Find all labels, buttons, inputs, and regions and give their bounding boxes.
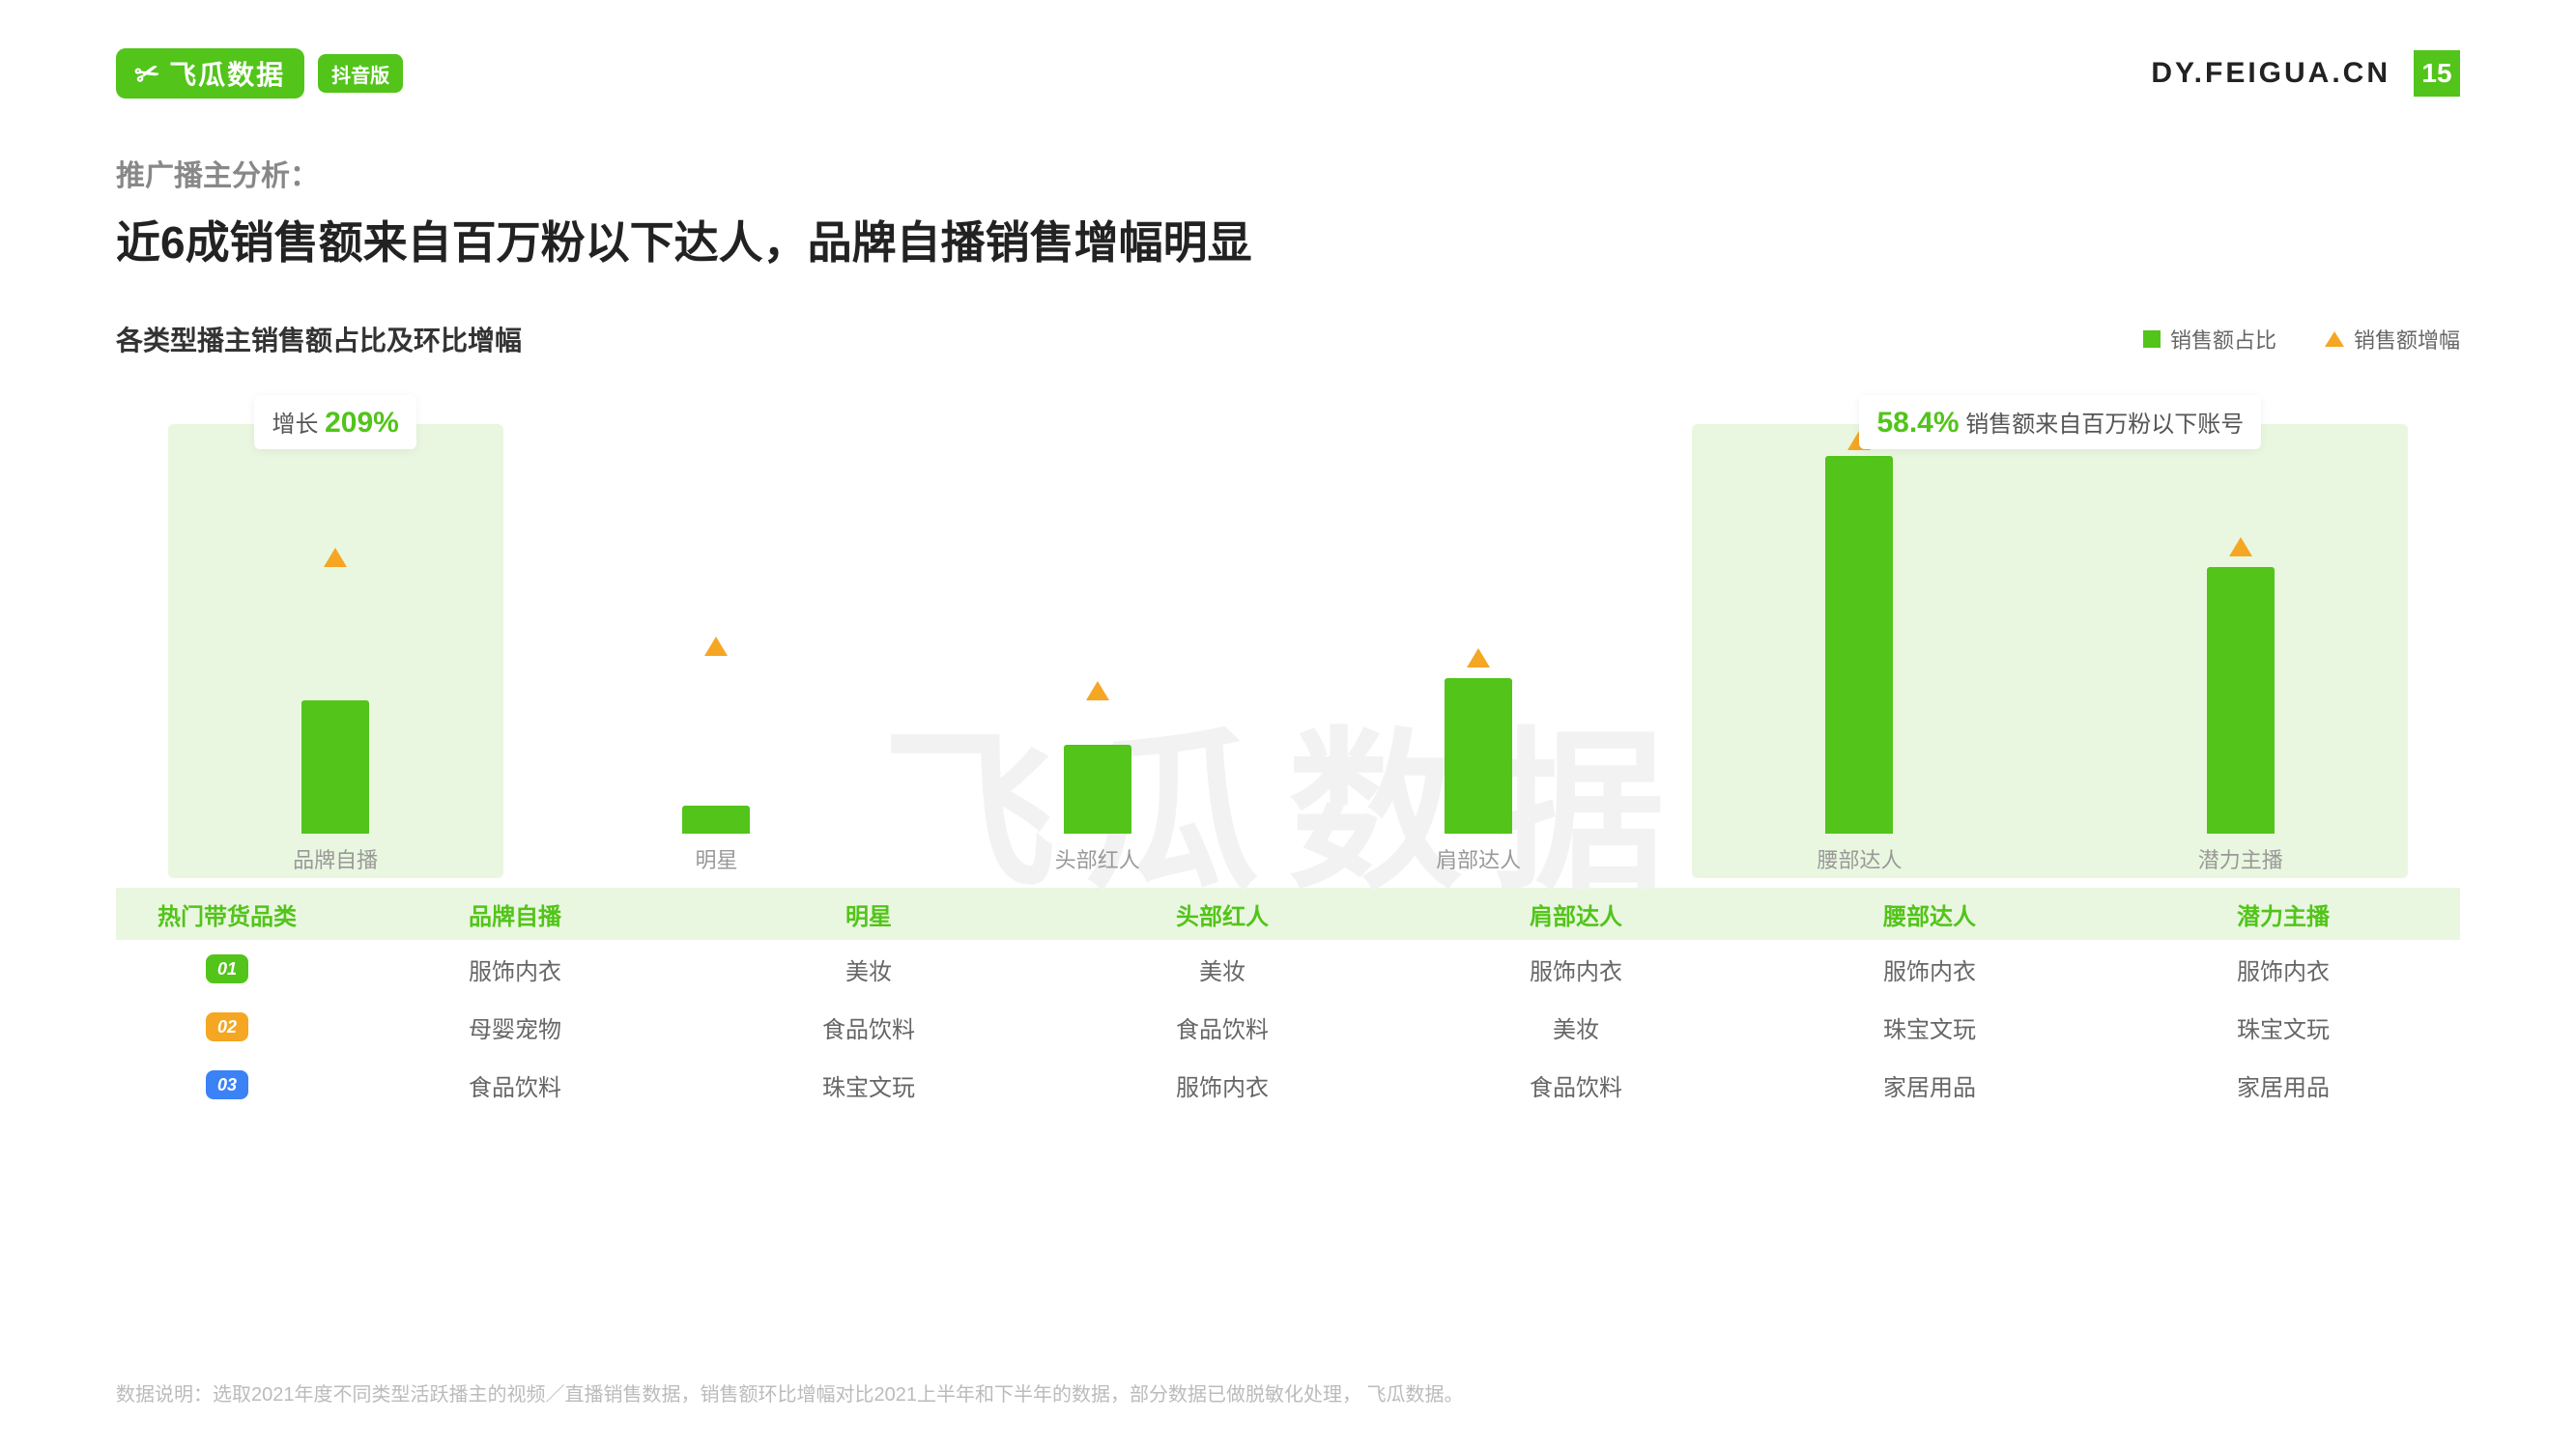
table-header-cell: 品牌自播 — [338, 897, 692, 931]
table-row: 03食品饮料珠宝文玩服饰内衣食品饮料家居用品家居用品 — [116, 1056, 2460, 1114]
table-cell: 食品饮料 — [338, 1068, 692, 1102]
table-cell: 食品饮料 — [692, 1010, 1045, 1044]
header-right: DY.FEIGUA.CN 15 — [2151, 50, 2460, 97]
callout-value: 58.4% — [1876, 407, 1959, 439]
footnote: 数据说明：选取2021年度不同类型活跃播主的视频／直播销售数据，销售额环比增幅对… — [116, 1378, 1464, 1406]
table-cell: 食品饮料 — [1399, 1068, 1753, 1102]
bar-wrap — [1825, 431, 1893, 834]
main-title: 近6成销售额来自百万粉以下达人，品牌自播销售增幅明显 — [116, 208, 2460, 271]
growth-marker-icon — [704, 637, 728, 656]
category-label: 腰部达人 — [1817, 843, 1902, 874]
category-label: 肩部达人 — [1436, 843, 1521, 874]
rank-cell: 03 — [116, 1070, 338, 1100]
table-row: 01服饰内衣美妆美妆服饰内衣服饰内衣服饰内衣 — [116, 940, 2460, 998]
growth-marker-icon — [1086, 681, 1109, 700]
table-cell: 珠宝文玩 — [1753, 1010, 2106, 1044]
legend-square-icon — [2143, 330, 2161, 348]
chart-column: 头部红人 — [907, 376, 1288, 878]
table-cell: 美妆 — [1045, 952, 1399, 986]
bar — [1064, 745, 1131, 834]
logo-sub-badge: 抖音版 — [318, 54, 403, 93]
growth-marker-icon — [2229, 537, 2252, 556]
category-label: 明星 — [695, 843, 737, 874]
legend-bar-label: 销售额占比 — [2170, 324, 2276, 355]
bar-wrap — [1445, 648, 1512, 835]
legend-bar: 销售额占比 — [2143, 324, 2276, 355]
subtitle-row: 各类型播主销售额占比及环比增幅 销售额占比 销售额增幅 — [116, 320, 2460, 358]
bar — [301, 700, 369, 834]
table-header-cell: 热门带货品类 — [116, 897, 338, 931]
growth-marker-icon — [1467, 648, 1490, 668]
bar-wrap — [682, 637, 750, 834]
bar-wrap — [1064, 681, 1131, 834]
chart-callout: 58.4% 销售额来自百万粉以下账号 — [1859, 395, 2261, 449]
page-header: ✂ 飞瓜数据 抖音版 DY.FEIGUA.CN 15 — [116, 48, 2460, 99]
table-cell: 服饰内衣 — [1045, 1068, 1399, 1102]
table-header-cell: 潜力主播 — [2106, 897, 2460, 931]
table-header-cell: 肩部达人 — [1399, 897, 1753, 931]
table-header-cell: 腰部达人 — [1753, 897, 2106, 931]
table-cell: 母婴宠物 — [338, 1010, 692, 1044]
chart-subtitle: 各类型播主销售额占比及环比增幅 — [116, 320, 522, 358]
callout-prefix: 增长 — [272, 412, 325, 438]
chart-column: 潜力主播 — [2050, 376, 2431, 878]
bar-chart: 增长 209%品牌自播明星头部红人肩部达人58.4% 销售额来自百万粉以下账号腰… — [116, 376, 2460, 878]
logo-text: 飞瓜数据 — [169, 54, 285, 93]
bar-wrap — [301, 548, 369, 834]
table-cell: 家居用品 — [1753, 1068, 2106, 1102]
rank-badge: 02 — [206, 1012, 248, 1041]
bar — [1445, 678, 1512, 834]
category-label: 潜力主播 — [2198, 843, 2283, 874]
table-cell: 服饰内衣 — [2106, 952, 2460, 986]
chart-column: 增长 209% 品牌自播 — [145, 376, 526, 878]
table-header-cell: 头部红人 — [1045, 897, 1399, 931]
table-header-row: 热门带货品类品牌自播明星头部红人肩部达人腰部达人潜力主播 — [116, 888, 2460, 940]
growth-marker-icon — [324, 548, 347, 567]
legend-tri: 销售额增幅 — [2325, 324, 2460, 355]
chart-column: 肩部达人 — [1288, 376, 1669, 878]
bar-wrap — [2207, 537, 2275, 835]
logo-group: ✂ 飞瓜数据 抖音版 — [116, 48, 403, 99]
logo-main: ✂ 飞瓜数据 — [116, 48, 304, 99]
callout-suffix: 销售额来自百万粉以下账号 — [1960, 412, 2245, 438]
table-cell: 服饰内衣 — [1399, 952, 1753, 986]
bar — [682, 806, 750, 834]
eyebrow-title: 推广播主分析： — [116, 152, 2460, 194]
rank-cell: 02 — [116, 1012, 338, 1042]
table-cell: 服饰内衣 — [338, 952, 692, 986]
bar — [2207, 567, 2275, 834]
table-header-cell: 明星 — [692, 897, 1045, 931]
logo-icon: ✂ — [131, 54, 165, 94]
table-row: 02母婴宠物食品饮料食品饮料美妆珠宝文玩珠宝文玩 — [116, 998, 2460, 1056]
chart-callout: 增长 209% — [254, 395, 415, 449]
page-number: 15 — [2414, 50, 2460, 97]
table-cell: 美妆 — [692, 952, 1045, 986]
table-cell: 珠宝文玩 — [692, 1068, 1045, 1102]
chart-legend: 销售额占比 销售额增幅 — [2143, 324, 2460, 355]
bar — [1825, 456, 1893, 834]
header-url: DY.FEIGUA.CN — [2151, 57, 2390, 90]
table-cell: 美妆 — [1399, 1010, 1753, 1044]
table-cell: 食品饮料 — [1045, 1010, 1399, 1044]
table-cell: 服饰内衣 — [1753, 952, 2106, 986]
callout-value: 209% — [325, 407, 399, 439]
legend-triangle-icon — [2325, 331, 2344, 347]
rank-cell: 01 — [116, 954, 338, 984]
table-cell: 珠宝文玩 — [2106, 1010, 2460, 1044]
chart-column: 明星 — [526, 376, 906, 878]
category-label: 头部红人 — [1055, 843, 1140, 874]
table-cell: 家居用品 — [2106, 1068, 2460, 1102]
category-table: 热门带货品类品牌自播明星头部红人肩部达人腰部达人潜力主播01服饰内衣美妆美妆服饰… — [116, 888, 2460, 1114]
rank-badge: 01 — [206, 954, 248, 983]
category-label: 品牌自播 — [293, 843, 378, 874]
rank-badge: 03 — [206, 1070, 248, 1099]
legend-tri-label: 销售额增幅 — [2354, 324, 2460, 355]
chart-column: 58.4% 销售额来自百万粉以下账号腰部达人 — [1669, 376, 2049, 878]
